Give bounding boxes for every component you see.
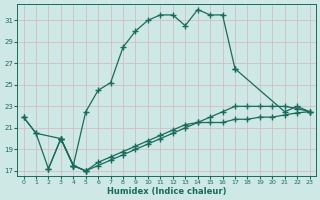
X-axis label: Humidex (Indice chaleur): Humidex (Indice chaleur) — [107, 187, 226, 196]
